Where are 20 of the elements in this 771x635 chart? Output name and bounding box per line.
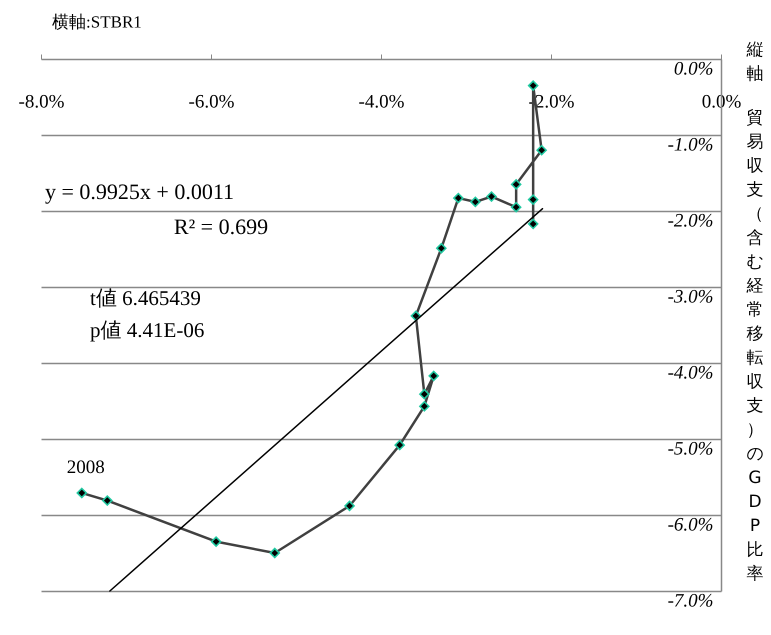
- x-tick-label: 0.0%: [702, 92, 742, 112]
- annotation: 2008: [66, 456, 105, 478]
- annotation: p値 4.41E-06: [90, 318, 204, 342]
- x-tick-label: -8.0%: [18, 92, 65, 112]
- annotation: t値 6.465439: [90, 286, 201, 310]
- y-tick-label: -2.0%: [668, 210, 714, 232]
- y-tick-label: -6.0%: [668, 514, 714, 536]
- text: 縦軸: [746, 39, 764, 86]
- annotation: y = 0.9925x + 0.0011: [45, 179, 234, 204]
- y-tick-label: -4.0%: [668, 362, 714, 384]
- y-tick-label: -1.0%: [668, 134, 714, 156]
- x-tick-label: -4.0%: [358, 92, 405, 112]
- annotation: R² = 0.699: [174, 214, 268, 239]
- y-tick-label: 0.0%: [674, 58, 714, 80]
- x-tick-label: -6.0%: [188, 92, 235, 112]
- y-tick-label: -5.0%: [668, 438, 714, 460]
- text: 貿易収支（含む経常移転収支）のGDP比率: [746, 108, 764, 584]
- chart-title: 横軸:STBR1: [52, 12, 142, 32]
- y-tick-label: -3.0%: [668, 286, 714, 308]
- y-tick-label: -7.0%: [668, 590, 714, 612]
